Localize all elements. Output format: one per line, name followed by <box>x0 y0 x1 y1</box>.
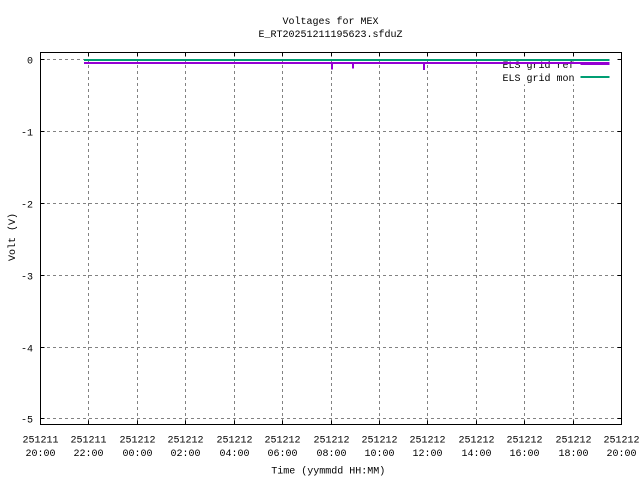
svg-text:-3: -3 <box>21 273 33 284</box>
svg-text:251212: 251212 <box>458 436 494 447</box>
svg-text:0: 0 <box>27 57 33 68</box>
svg-text:251212: 251212 <box>119 436 155 447</box>
svg-text:ELS grid mon: ELS grid mon <box>503 73 575 85</box>
svg-text:251212: 251212 <box>361 436 397 447</box>
svg-text:00:00: 00:00 <box>122 449 152 460</box>
svg-text:Time (yymmdd HH:MM): Time (yymmdd HH:MM) <box>271 466 385 478</box>
svg-text:251212: 251212 <box>409 436 445 447</box>
svg-text:251212: 251212 <box>167 436 203 447</box>
svg-text:251211: 251211 <box>22 436 58 447</box>
svg-text:-4: -4 <box>21 345 33 356</box>
svg-text:02:00: 02:00 <box>170 449 200 460</box>
svg-text:04:00: 04:00 <box>219 449 249 460</box>
svg-text:18:00: 18:00 <box>558 449 588 460</box>
svg-text:251211: 251211 <box>70 436 106 447</box>
svg-text:Volt (V): Volt (V) <box>7 213 19 261</box>
svg-text:12:00: 12:00 <box>412 449 442 460</box>
svg-text:06:00: 06:00 <box>267 449 297 460</box>
svg-text:08:00: 08:00 <box>316 449 346 460</box>
svg-text:251212: 251212 <box>555 436 591 447</box>
svg-text:251212: 251212 <box>216 436 252 447</box>
svg-text:-5: -5 <box>21 416 33 427</box>
svg-text:20:00: 20:00 <box>606 449 636 460</box>
svg-text:20:00: 20:00 <box>25 449 55 460</box>
svg-text:251212: 251212 <box>506 436 542 447</box>
svg-text:251212: 251212 <box>603 436 639 447</box>
svg-text:E_RT20251211195623.sfduZ: E_RT20251211195623.sfduZ <box>258 29 402 41</box>
svg-text:-1: -1 <box>21 129 33 140</box>
svg-text:251212: 251212 <box>264 436 300 447</box>
svg-text:Voltages for MEX: Voltages for MEX <box>282 16 378 28</box>
svg-text:16:00: 16:00 <box>509 449 539 460</box>
svg-text:ELS grid ref: ELS grid ref <box>503 60 575 72</box>
svg-text:14:00: 14:00 <box>461 449 491 460</box>
svg-text:-2: -2 <box>21 201 33 212</box>
svg-text:10:00: 10:00 <box>364 449 394 460</box>
svg-text:22:00: 22:00 <box>73 449 103 460</box>
svg-text:251212: 251212 <box>313 436 349 447</box>
